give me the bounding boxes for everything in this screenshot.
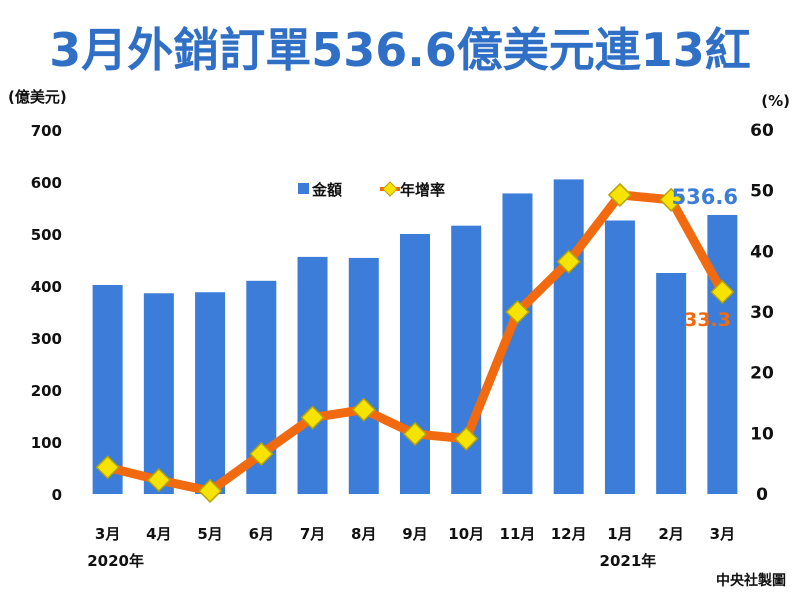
x-tick-label: 7月 (300, 525, 325, 543)
line-marker (505, 299, 530, 325)
year-labels: 2020年 2021年 (87, 552, 656, 570)
left-axis-ticks: 0 100 200 300 400 500 600 700 (31, 122, 62, 504)
bar (297, 256, 328, 494)
right-tick-label: 50 (750, 182, 774, 202)
x-tick-label: 1月 (607, 525, 632, 543)
line-marker (454, 426, 479, 451)
x-axis-labels: 3月 4月 5月 6月 7月 8月 9月 10月 11月 12月 1月 2月 3月 (95, 525, 735, 543)
left-tick-label: 400 (31, 278, 62, 296)
left-axis-label: (億美元) (8, 88, 67, 106)
right-tick-label: 40 (750, 242, 774, 262)
x-tick-label: 4月 (146, 525, 171, 543)
bar (451, 225, 482, 494)
left-tick-label: 0 (52, 486, 62, 504)
left-tick-label: 300 (31, 330, 62, 348)
x-tick-label: 3月 (95, 525, 120, 543)
left-tick-label: 600 (31, 174, 62, 192)
left-tick-label: 500 (31, 226, 62, 244)
left-tick-label: 200 (31, 382, 62, 400)
x-tick-label: 5月 (197, 525, 222, 543)
right-axis-label: (%) (761, 92, 790, 110)
line-marker (146, 467, 171, 493)
right-tick-label: 60 (750, 121, 774, 141)
x-tick-label: 12月 (551, 525, 587, 543)
right-tick-label: 30 (750, 303, 774, 323)
bar-series (92, 179, 738, 495)
x-tick-label: 11月 (500, 525, 536, 543)
bar (143, 293, 174, 494)
line-series (95, 182, 735, 504)
bar (553, 179, 584, 494)
x-tick-label: 8月 (351, 525, 376, 543)
x-tick-label: 9月 (402, 525, 427, 543)
left-tick-label: 700 (31, 122, 62, 140)
line-value-label: 33.3 (684, 309, 731, 331)
year-label: 2020年 (87, 552, 144, 570)
line-marker (198, 478, 223, 504)
legend: 金額 年增率 (298, 181, 445, 199)
legend-marker (382, 181, 398, 197)
chart-credit: 中央社製圖 (716, 573, 786, 589)
line-marker (556, 249, 581, 274)
x-tick-label: 6月 (249, 525, 274, 543)
line-marker (95, 455, 120, 480)
left-tick-label: 100 (31, 434, 62, 452)
right-axis-ticks: 0 10 20 30 40 50 60 (750, 121, 774, 505)
legend-label: 金額 (311, 181, 342, 199)
bar (604, 220, 635, 495)
line-marker (710, 279, 735, 305)
line-marker (607, 182, 632, 207)
line-marker (402, 421, 428, 447)
bar-value-label: 536.6 (672, 185, 738, 209)
line-marker (659, 187, 684, 212)
annotations: 536.6 33.3 (672, 185, 738, 331)
bar (348, 257, 379, 494)
bar (400, 234, 430, 494)
year-label: 2021年 (600, 552, 657, 570)
bar (707, 214, 738, 494)
line-marker (249, 441, 274, 467)
bar (656, 273, 687, 494)
bar (195, 292, 226, 494)
legend-swatch-bar (298, 183, 309, 194)
right-tick-label: 10 (750, 424, 774, 444)
line-marker (300, 405, 325, 430)
line-marker (351, 397, 376, 422)
right-tick-label: 0 (756, 485, 768, 505)
right-tick-label: 20 (750, 364, 774, 384)
x-tick-label: 3月 (710, 525, 735, 543)
x-tick-label: 10月 (448, 525, 484, 543)
legend-label: 年增率 (400, 181, 445, 199)
x-tick-label: 2月 (658, 525, 683, 543)
chart-title: 3月外銷訂單536.6億美元連13紅 (49, 23, 751, 77)
